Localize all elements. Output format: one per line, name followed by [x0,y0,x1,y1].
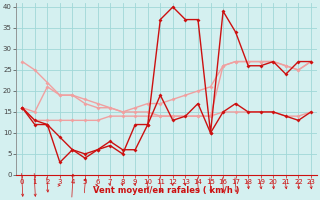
X-axis label: Vent moyen/en rafales ( km/h ): Vent moyen/en rafales ( km/h ) [93,186,240,195]
